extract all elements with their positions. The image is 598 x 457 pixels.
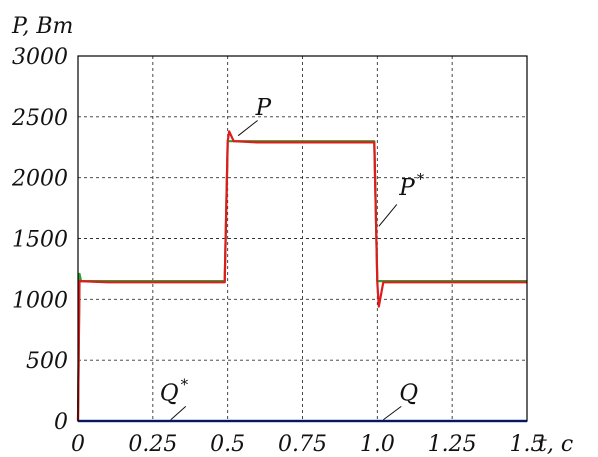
annotations: P P * Q * Q — [160, 95, 425, 421]
annotation-leader — [378, 204, 398, 227]
tick-labels: 0 0.25 0.5 0.75 1.0 1.25 1.5 0 500 1000 1500 2000 25… — [11, 45, 545, 457]
annotation-label: Q — [399, 381, 418, 407]
annotation-label: P * — [398, 170, 424, 201]
x-axis-label: t, c — [538, 432, 573, 457]
y-tick-label: 2000 — [11, 167, 68, 192]
annotation-leader — [383, 405, 402, 421]
annotation-label: P — [255, 95, 272, 121]
grid — [78, 56, 527, 421]
y-tick-label: 1000 — [12, 288, 68, 313]
x-tick-label: 0.5 — [210, 432, 245, 457]
x-tick-label: 1.0 — [360, 432, 395, 457]
y-axis-label: P, Вт — [11, 14, 73, 39]
y-tick-label: 500 — [26, 349, 68, 374]
series-group — [76, 130, 527, 423]
annotation-label: Q * — [160, 376, 189, 407]
x-tick-label: 0.25 — [128, 432, 177, 457]
annotation-leader — [237, 120, 258, 137]
y-tick-label: 0 — [54, 410, 68, 435]
annotation-leader — [170, 406, 187, 421]
x-tick-label: 1.5 — [510, 432, 545, 457]
plot-frame — [77, 55, 528, 422]
y-tick-label: 3000 — [12, 45, 68, 70]
y-tick-label: 1500 — [12, 228, 68, 253]
x-tick-label: 0.75 — [278, 432, 327, 457]
series-line-p-star — [76, 130, 527, 422]
x-tick-label: 1.25 — [428, 432, 477, 457]
series-line-p — [76, 140, 527, 422]
x-tick-label: 0 — [71, 432, 85, 457]
y-tick-label: 2500 — [11, 106, 68, 131]
